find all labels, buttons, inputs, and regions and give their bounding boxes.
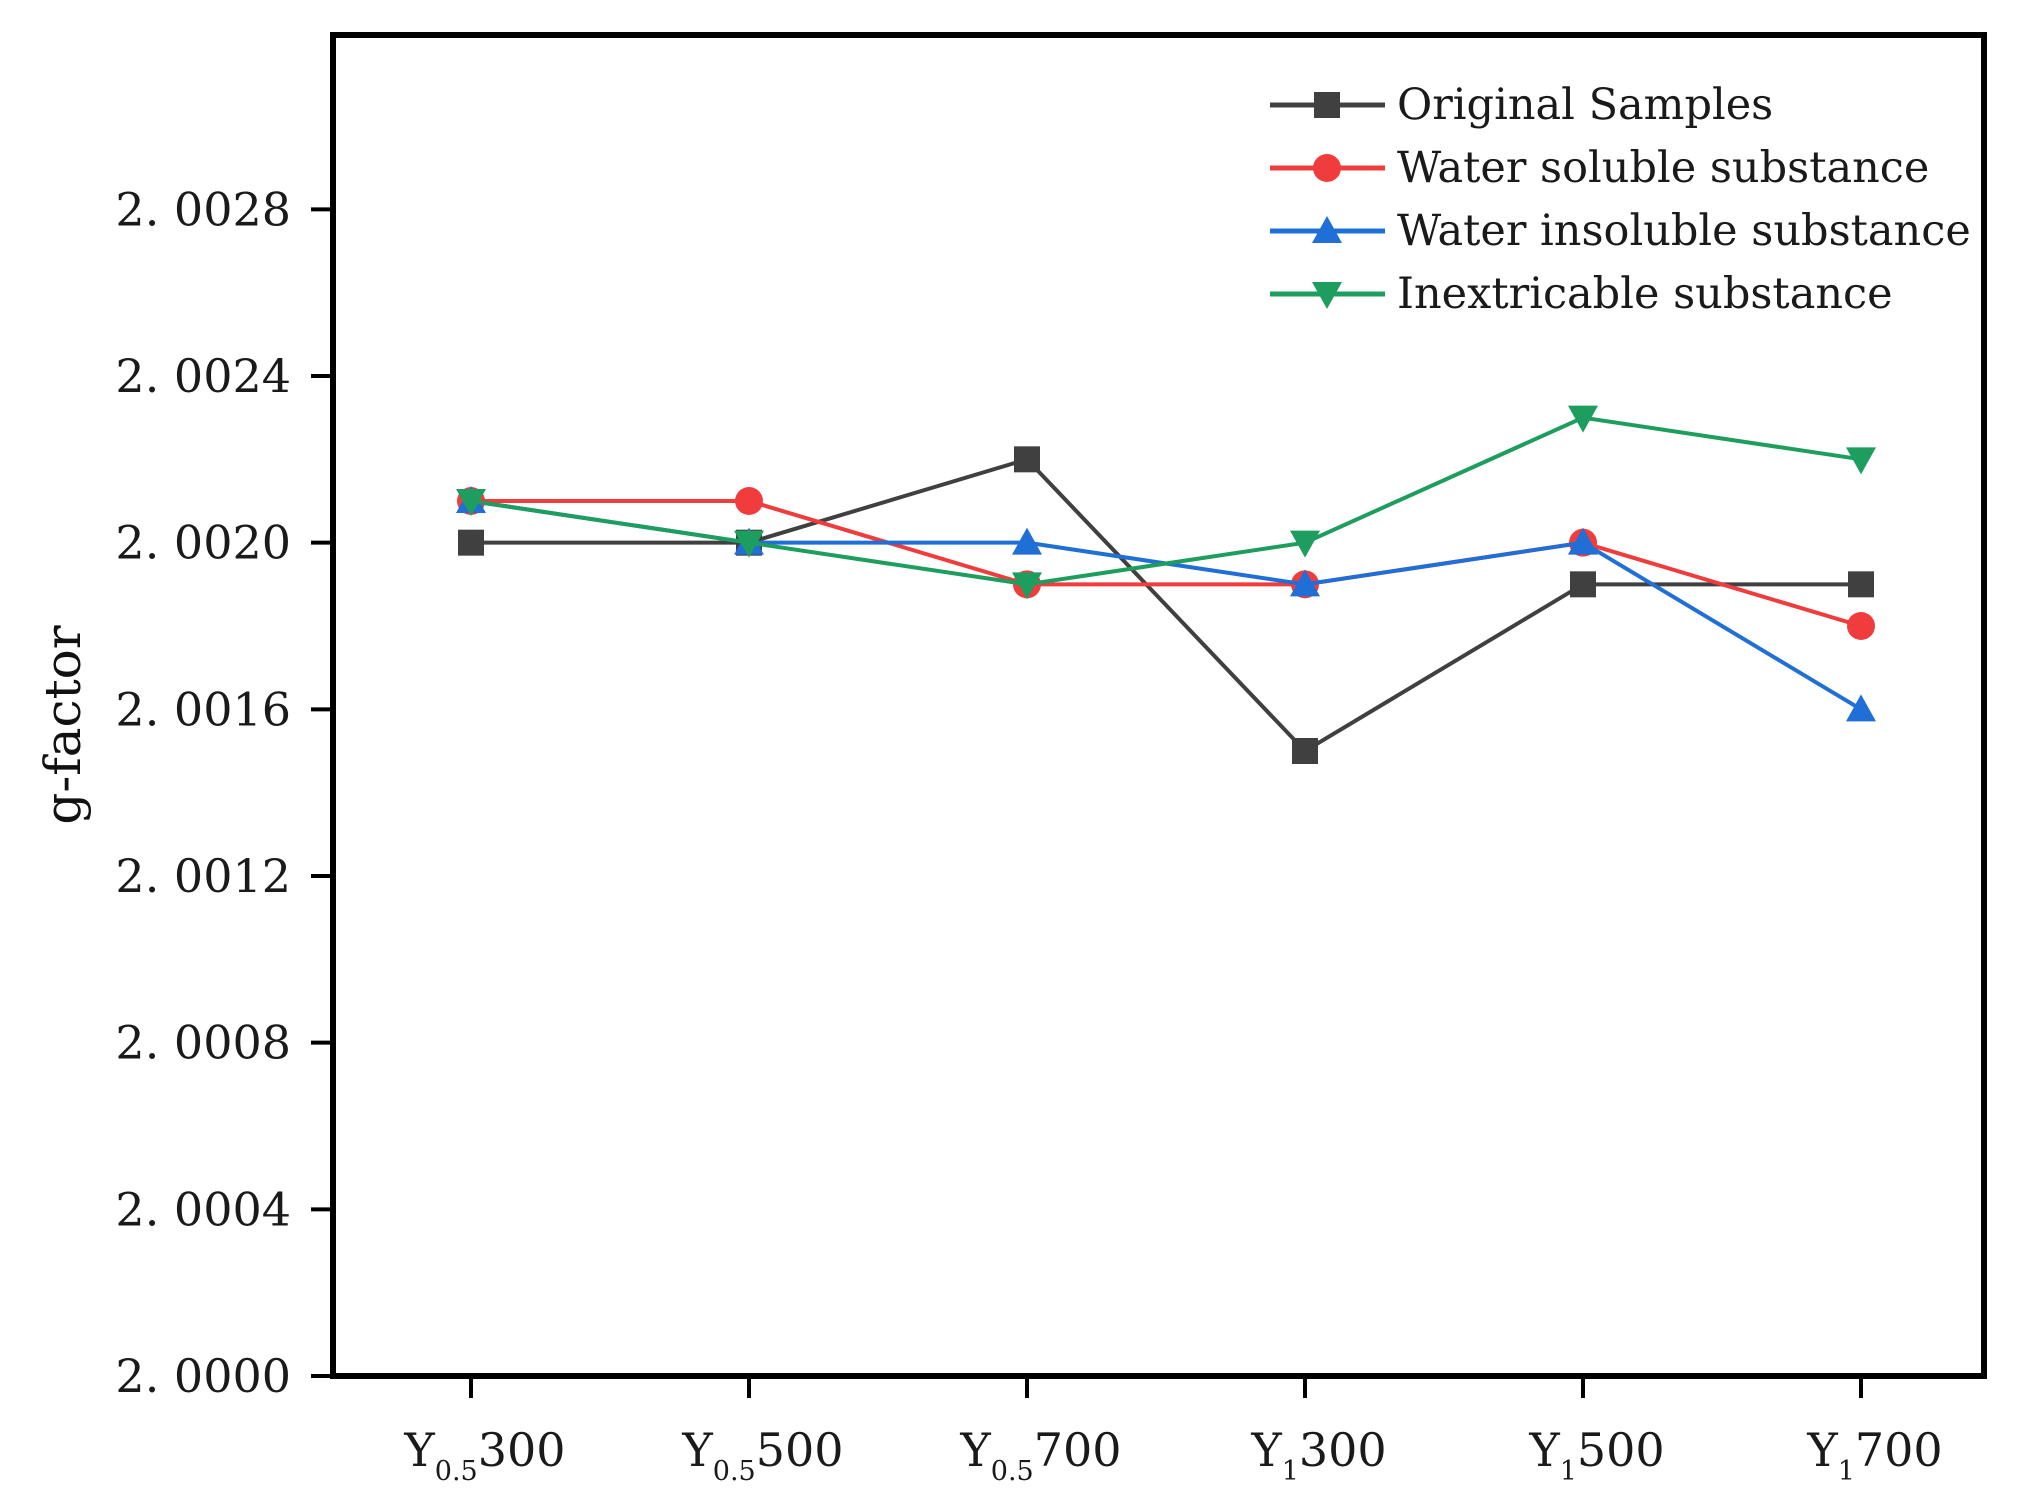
legend-item: Water insoluble substance	[1270, 206, 1971, 256]
legend-label: Original Samples	[1397, 80, 1773, 130]
marker-triangle-down	[734, 530, 764, 558]
marker-circle	[735, 487, 763, 515]
y-tick-label: 2. 0012	[115, 849, 291, 903]
marker-triangle-down	[1846, 447, 1876, 475]
marker-triangle-up	[1846, 694, 1876, 722]
y-tick-label: 2. 0004	[115, 1182, 291, 1236]
legend-label: Water soluble substance	[1397, 143, 1929, 193]
marker-square	[1314, 92, 1340, 118]
marker-square	[1014, 446, 1040, 473]
marker-triangle-down	[456, 489, 486, 516]
y-axis: 2. 0000 2. 0004 2. 0008 2. 0012 2. 0016 2. 00…	[115, 182, 333, 1403]
x-tick-label: Y1500	[1528, 1423, 1664, 1487]
series-original-samples	[458, 446, 1874, 764]
x-tick-label: Y1300	[1250, 1423, 1386, 1487]
marker-square	[1292, 738, 1318, 764]
series-layer	[456, 405, 1876, 764]
x-tick-label: Y0.5500	[681, 1423, 843, 1487]
legend-item: Inextricable substance	[1270, 269, 1893, 319]
y-tick-label: 2. 0024	[115, 349, 291, 403]
y-axis-label: g-factor	[34, 625, 92, 824]
marker-triangle-down	[1312, 282, 1342, 309]
x-tick-label: Y0.5700	[959, 1423, 1121, 1487]
marker-square	[458, 529, 484, 556]
marker-triangle-up	[1312, 216, 1342, 243]
legend-label: Inextricable substance	[1397, 269, 1893, 319]
marker-triangle-up	[1290, 569, 1320, 597]
plot-frame	[330, 32, 1987, 1379]
x-tick-label: Y1700	[1806, 1423, 1942, 1487]
x-tick-label: Y0.5300	[403, 1423, 565, 1487]
marker-circle	[1847, 612, 1875, 640]
marker-square	[1570, 571, 1596, 598]
marker-circle	[1313, 154, 1341, 182]
y-tick-label: 2. 0028	[115, 182, 291, 236]
y-tick-label: 2. 0016	[115, 682, 291, 736]
marker-triangle-up	[1568, 527, 1598, 555]
x-axis: Y0.5300 Y0.5500 Y0.5700 Y1300 Y1500 Y1700	[403, 1376, 1943, 1487]
marker-square	[1848, 571, 1874, 598]
marker-triangle-down	[1290, 530, 1320, 558]
legend-item: Water soluble substance	[1270, 143, 1929, 193]
y-tick-label: 2. 0020	[115, 516, 291, 570]
legend-label: Water insoluble substance	[1397, 206, 1971, 256]
series-inextricable-substance	[456, 405, 1876, 600]
y-tick-label: 2. 0000	[115, 1349, 291, 1403]
series-line	[470, 415, 1862, 587]
series-line	[471, 457, 1861, 754]
legend-item: Original Samples	[1270, 80, 1773, 130]
legend: Original Samples Water soluble substance W…	[1270, 80, 1971, 319]
marker-triangle-up	[1012, 527, 1042, 555]
marker-triangle-down	[1012, 572, 1042, 600]
y-tick-label: 2. 0008	[115, 1016, 291, 1070]
series-line	[471, 499, 1862, 628]
marker-triangle-down	[1568, 405, 1598, 433]
